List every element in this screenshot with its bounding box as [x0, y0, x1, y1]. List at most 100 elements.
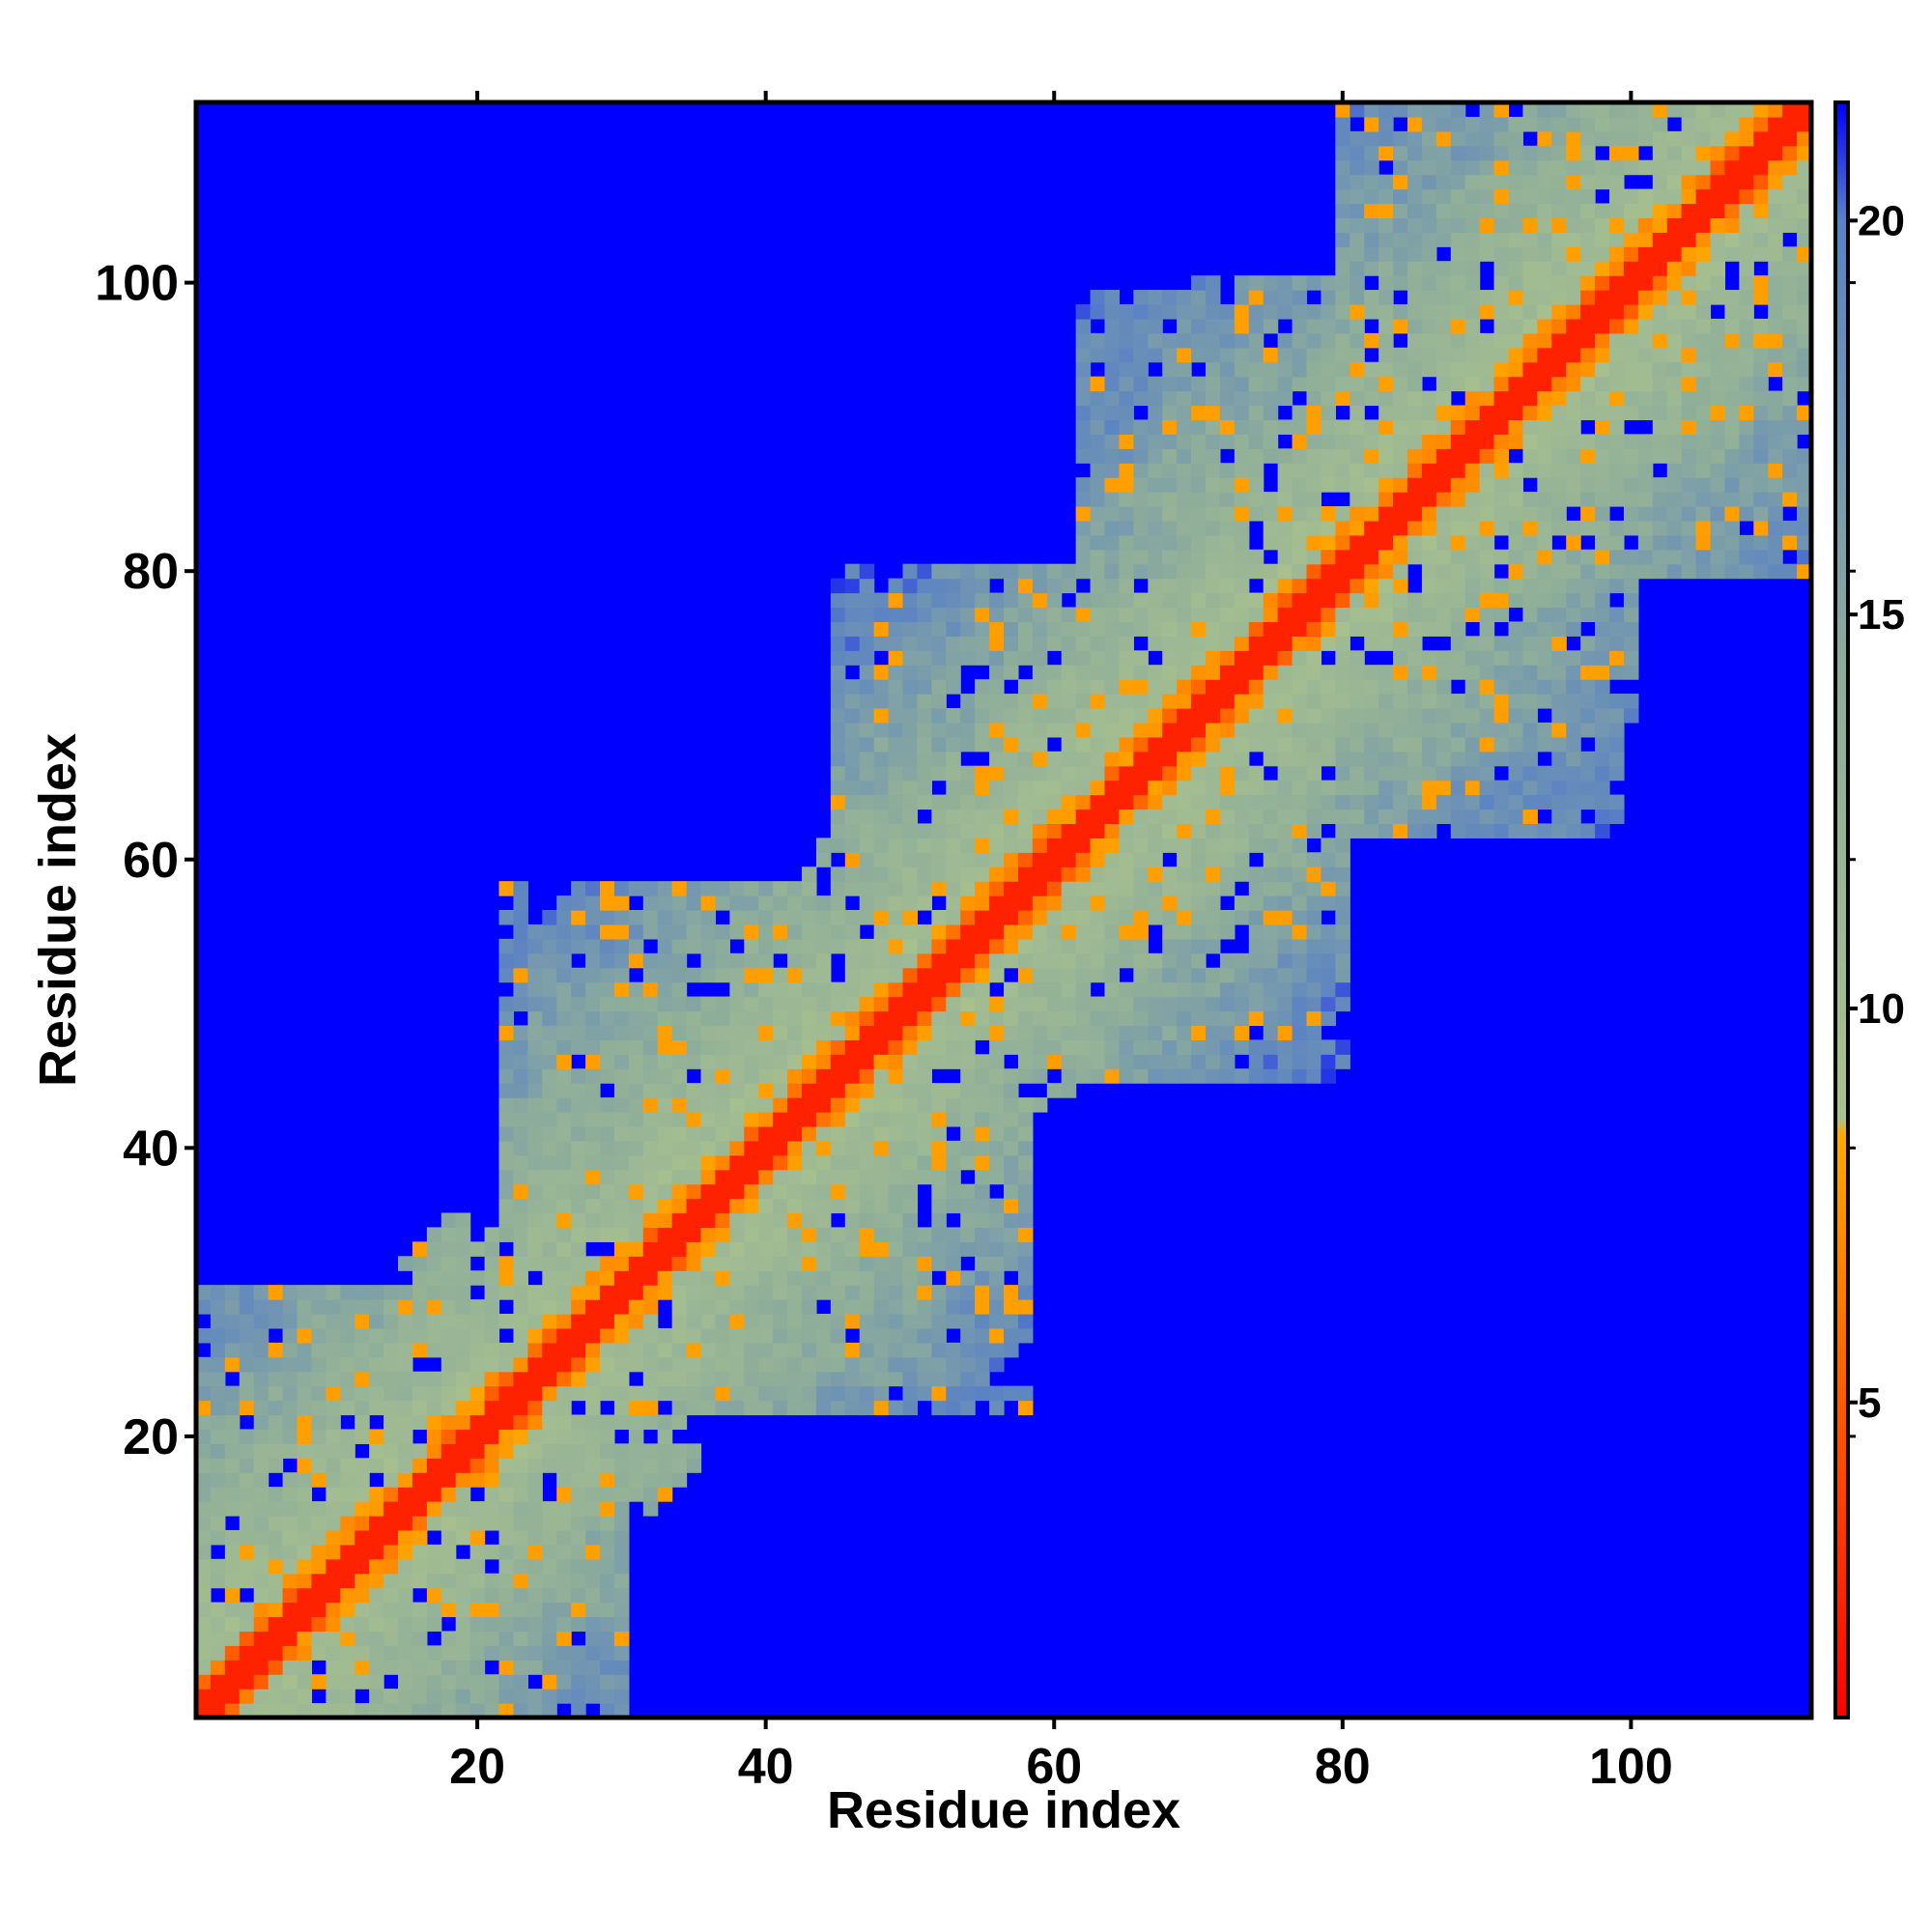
heatmap-cell: [1321, 981, 1336, 998]
heatmap-cell: [1263, 592, 1279, 609]
heatmap-cell: [1595, 736, 1610, 753]
heatmap-cell: [1061, 1039, 1077, 1055]
heatmap-cell: [1479, 419, 1495, 435]
heatmap-cell: [484, 1414, 500, 1431]
heatmap-cell: [686, 1342, 702, 1358]
heatmap-cell: [1350, 159, 1365, 176]
heatmap-cell: [1493, 102, 1510, 118]
heatmap-cell: [1234, 448, 1250, 464]
heatmap-cell: [1219, 694, 1236, 709]
heatmap-cell: [686, 1083, 702, 1098]
heatmap-cell: [1263, 1039, 1279, 1055]
heatmap-cell: [1580, 434, 1596, 449]
heatmap-cell: [412, 1674, 428, 1690]
heatmap-cell: [873, 592, 890, 609]
heatmap-cell: [1580, 290, 1596, 305]
heatmap-cell: [729, 1140, 745, 1156]
heatmap-cell: [440, 1703, 457, 1718]
heatmap-cell: [844, 838, 861, 853]
heatmap-cell: [729, 1025, 745, 1040]
heatmap-cell: [1435, 578, 1452, 594]
heatmap-cell: [989, 867, 1005, 882]
heatmap-cell: [1724, 203, 1740, 219]
heatmap-cell: [1248, 665, 1264, 680]
heatmap-cell: [1191, 650, 1207, 666]
heatmap-cell: [1393, 232, 1408, 247]
heatmap-cell: [556, 1039, 572, 1055]
heatmap-cell: [1219, 809, 1236, 825]
heatmap-cell: [931, 708, 947, 724]
heatmap-cell: [1450, 145, 1466, 161]
heatmap-cell: [1493, 130, 1510, 147]
heatmap-cell: [1177, 578, 1192, 594]
heatmap-cell: [975, 1241, 990, 1257]
heatmap-cell: [744, 981, 759, 998]
heatmap-cell: [1378, 751, 1394, 767]
heatmap-cell: [902, 895, 919, 911]
heatmap-cell: [1768, 188, 1783, 205]
heatmap-cell: [1075, 376, 1092, 392]
heatmap-cell: [1061, 867, 1077, 882]
heatmap-cell: [1797, 290, 1811, 305]
heatmap-cell: [1623, 130, 1639, 147]
heatmap-cell: [1580, 116, 1596, 132]
heatmap-cell: [844, 1112, 861, 1127]
heatmap-cell: [830, 1241, 846, 1257]
heatmap-cell: [1133, 304, 1149, 320]
heatmap-cell: [571, 967, 586, 983]
heatmap-cell: [498, 1125, 515, 1142]
heatmap-cell: [1652, 217, 1668, 233]
heatmap-cell: [1421, 332, 1437, 349]
heatmap-cell: [369, 1342, 384, 1358]
heatmap-cell: [1551, 246, 1567, 262]
heatmap-cell: [1263, 895, 1279, 911]
heatmap-cell: [1508, 694, 1524, 709]
heatmap-cell: [888, 910, 904, 925]
heatmap-cell: [412, 1689, 428, 1704]
heatmap-cell: [1753, 347, 1769, 363]
heatmap-cell: [1695, 188, 1712, 205]
heatmap-cell: [571, 1689, 586, 1704]
heatmap-cell: [787, 1400, 803, 1416]
heatmap-cell: [1393, 419, 1408, 435]
heatmap-cell: [1350, 780, 1365, 796]
heatmap-cell: [355, 1299, 370, 1315]
heatmap-cell: [1566, 520, 1581, 536]
heatmap-cell: [1695, 361, 1712, 378]
heatmap-cell: [975, 1183, 990, 1200]
heatmap-cell: [1248, 910, 1264, 925]
heatmap-cell: [917, 679, 932, 695]
heatmap-cell: [1004, 780, 1019, 796]
heatmap-cell: [1652, 318, 1668, 334]
heatmap-cell: [1580, 477, 1596, 493]
heatmap-cell: [1537, 534, 1552, 551]
heatmap-cell: [1739, 159, 1754, 176]
heatmap-cell: [1162, 1068, 1178, 1084]
heatmap-cell: [326, 1285, 341, 1300]
heatmap-cell: [268, 1587, 284, 1604]
heatmap-cell: [282, 1400, 298, 1416]
heatmap-cell: [1508, 361, 1524, 378]
heatmap-cell: [1219, 780, 1236, 796]
heatmap-cell: [1075, 434, 1092, 449]
heatmap-cell: [642, 1169, 659, 1185]
heatmap-cell: [1364, 534, 1379, 551]
heatmap-cell: [1450, 347, 1466, 363]
heatmap-cell: [1177, 592, 1192, 609]
heatmap-cell: [1148, 809, 1163, 825]
heatmap-cell: [859, 895, 875, 911]
heatmap-cell: [513, 1385, 528, 1402]
heatmap-cell: [1566, 809, 1581, 825]
heatmap-cell: [1335, 520, 1350, 536]
heatmap-cell: [1191, 304, 1207, 320]
heatmap-cell: [1364, 751, 1379, 767]
heatmap-cell: [196, 1689, 212, 1704]
heatmap-cell: [1537, 304, 1552, 320]
heatmap-cell: [253, 1674, 270, 1690]
heatmap-cell: [1393, 390, 1408, 407]
heatmap-cell: [830, 823, 846, 838]
heatmap-cell: [1119, 607, 1134, 623]
heatmap-cell: [1017, 1212, 1034, 1229]
heatmap-cell: [917, 881, 932, 896]
heatmap-cell: [1464, 506, 1481, 522]
